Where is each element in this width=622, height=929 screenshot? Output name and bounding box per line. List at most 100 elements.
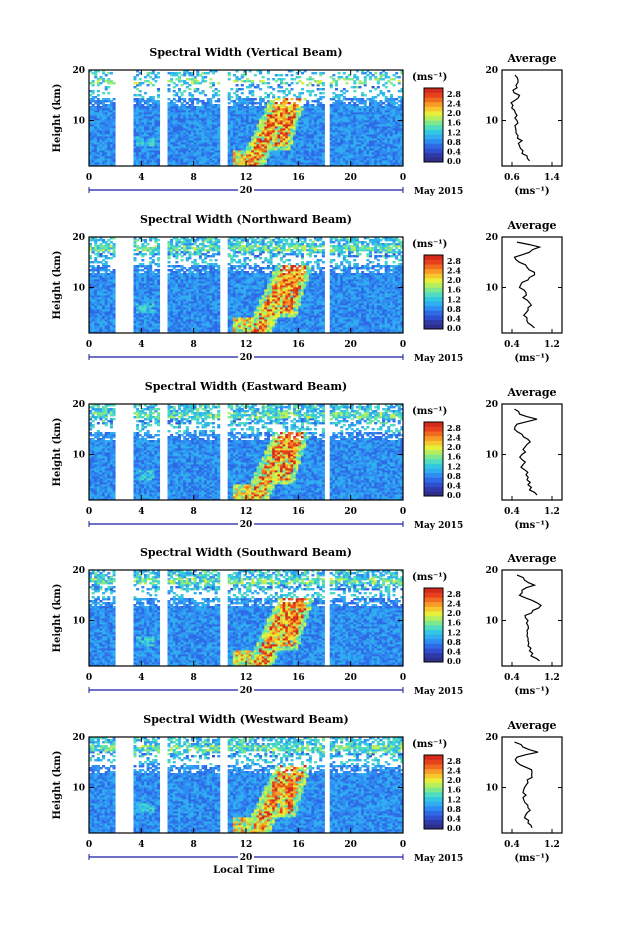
heatmap-cell <box>290 82 293 84</box>
x-tick-label: 16 <box>292 173 305 183</box>
heatmap-cell <box>183 90 186 92</box>
heatmap-cell <box>251 80 254 82</box>
heatmap-cell <box>393 98 396 100</box>
heatmap-cell <box>377 94 380 96</box>
heatmap-cell <box>92 261 95 263</box>
heatmap-cell <box>293 94 296 96</box>
heatmap-cell <box>275 106 278 108</box>
heatmap-cell <box>141 253 144 255</box>
heatmap-cell <box>136 88 139 90</box>
heatmap-cell <box>133 82 136 84</box>
heatmap-cell <box>319 96 322 98</box>
heatmap-cell <box>364 72 367 74</box>
heatmap-cell <box>290 88 293 90</box>
heatmap-cell <box>259 80 262 82</box>
heatmap-cell <box>366 106 369 108</box>
heatmap-cell <box>139 273 142 275</box>
heatmap-cell <box>335 94 338 96</box>
heatmap-cell <box>217 98 220 100</box>
heatmap-cell <box>238 88 241 90</box>
heatmap-cell <box>251 98 254 100</box>
heatmap-cell <box>204 72 207 74</box>
heatmap-cell <box>168 265 171 267</box>
heatmap-cell <box>280 102 283 104</box>
heatmap-cell <box>382 84 385 86</box>
colorbar-swatch <box>424 97 443 102</box>
heatmap-cell <box>335 100 338 102</box>
heatmap-cell <box>141 82 144 84</box>
heatmap-cell <box>175 265 178 267</box>
heatmap-cell <box>99 273 102 275</box>
heatmap-cell <box>311 84 314 86</box>
heatmap-cell <box>285 106 288 108</box>
heatmap-cell <box>290 74 293 76</box>
heatmap-cell <box>270 100 273 102</box>
heatmap-cell <box>154 100 157 102</box>
heatmap-cell <box>94 96 97 98</box>
heatmap-cell <box>272 100 275 102</box>
heatmap-cell <box>204 102 207 104</box>
heatmap-cell <box>280 74 283 76</box>
heatmap-cell <box>149 247 152 249</box>
heatmap-cell <box>359 86 362 88</box>
heatmap-cell <box>319 80 322 82</box>
heatmap-cell <box>110 257 113 259</box>
heatmap-cell <box>233 80 236 82</box>
heatmap-cell <box>309 82 312 84</box>
colorbar-swatch <box>424 144 443 149</box>
heatmap-cell <box>259 88 262 90</box>
heatmap-cell <box>168 241 171 243</box>
heatmap-cell <box>154 74 157 76</box>
heatmap-cell <box>178 88 181 90</box>
heatmap-cell <box>141 96 144 98</box>
heatmap-cell <box>94 100 97 102</box>
heatmap-cell <box>267 100 270 102</box>
heatmap-cell <box>99 76 102 78</box>
heatmap-cell <box>107 243 110 245</box>
heatmap-cell <box>280 86 283 88</box>
heatmap-cell <box>107 72 110 74</box>
heatmap-cell <box>212 90 215 92</box>
heatmap-cell <box>175 78 178 80</box>
heatmap-cell <box>202 72 205 74</box>
heatmap-cell <box>340 90 343 92</box>
heatmap-cell <box>359 98 362 100</box>
heatmap-cell <box>301 82 304 84</box>
heatmap-cell <box>139 90 142 92</box>
colorbar <box>424 88 443 162</box>
heatmap-cell <box>102 255 105 257</box>
heatmap-cell <box>251 90 254 92</box>
heatmap-cell <box>209 98 212 100</box>
heatmap-cell <box>377 102 380 104</box>
colorbar-swatch <box>424 88 443 93</box>
heatmap-cell <box>181 102 184 104</box>
heatmap-cell <box>186 78 189 80</box>
heatmap-cell <box>194 76 197 78</box>
heatmap-cell <box>338 72 341 74</box>
month-year-label: May 2015 <box>414 187 463 197</box>
heatmap-cell <box>107 104 110 106</box>
heatmap-cell <box>194 88 197 90</box>
heatmap-cell <box>353 90 356 92</box>
heatmap-cell <box>183 104 186 106</box>
heatmap-cell <box>280 78 283 80</box>
heatmap-cell <box>196 98 199 100</box>
heatmap-cell <box>322 104 325 106</box>
heatmap-cell <box>173 102 176 104</box>
heatmap-cell <box>264 96 267 98</box>
heatmap-cell <box>188 92 191 94</box>
heatmap-cell <box>181 80 184 82</box>
heatmap-cell <box>241 88 244 90</box>
heatmap-cell <box>270 92 273 94</box>
heatmap-cell <box>385 82 388 84</box>
heatmap-cell <box>254 98 257 100</box>
heatmap-cell <box>209 82 212 84</box>
heatmap-cell <box>301 106 304 108</box>
heatmap-cell <box>170 72 173 74</box>
heatmap-cell <box>366 74 369 76</box>
heatmap-cell <box>133 253 136 255</box>
heatmap-cell <box>99 243 102 245</box>
colorbar-swatch <box>424 148 443 153</box>
heatmap-cell <box>254 102 257 104</box>
heatmap-cell <box>335 88 338 90</box>
